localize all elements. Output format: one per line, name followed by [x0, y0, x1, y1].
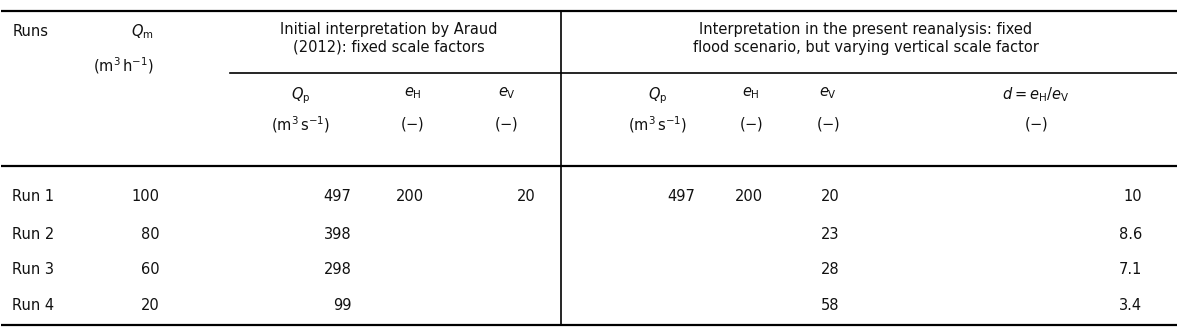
Text: 58: 58 [821, 298, 840, 313]
Text: $e_\mathrm{H}$: $e_\mathrm{H}$ [742, 85, 760, 101]
Text: 8.6: 8.6 [1119, 227, 1141, 242]
Text: Run 4: Run 4 [13, 298, 54, 313]
Text: 497: 497 [324, 189, 351, 204]
Text: $(\mathrm{m}^3\,\mathrm{s}^{-1})$: $(\mathrm{m}^3\,\mathrm{s}^{-1})$ [628, 115, 687, 135]
Text: $(-)$: $(-)$ [740, 115, 763, 133]
Text: Interpretation in the present reanalysis: fixed
flood scenario, but varying vert: Interpretation in the present reanalysis… [693, 22, 1039, 54]
Text: 100: 100 [132, 189, 159, 204]
Text: Run 3: Run 3 [13, 262, 54, 277]
Text: $(-)$: $(-)$ [495, 115, 518, 133]
Text: 200: 200 [396, 189, 424, 204]
Text: $Q_\mathrm{p}$: $Q_\mathrm{p}$ [291, 85, 311, 106]
Text: Run 1: Run 1 [13, 189, 54, 204]
Text: Runs: Runs [13, 24, 48, 39]
Text: 99: 99 [333, 298, 351, 313]
Text: 20: 20 [821, 189, 840, 204]
Text: Initial interpretation by Araud
(2012): fixed scale factors: Initial interpretation by Araud (2012): … [280, 22, 498, 54]
Text: Run 2: Run 2 [13, 227, 54, 242]
Text: $(-)$: $(-)$ [401, 115, 425, 133]
Text: 23: 23 [821, 227, 840, 242]
Text: 200: 200 [735, 189, 763, 204]
Text: 28: 28 [821, 262, 840, 277]
Text: 20: 20 [141, 298, 159, 313]
Text: $e_\mathrm{V}$: $e_\mathrm{V}$ [819, 85, 836, 101]
Text: $e_\mathrm{V}$: $e_\mathrm{V}$ [497, 85, 516, 101]
Text: 298: 298 [324, 262, 351, 277]
Text: $d = e_\mathrm{H}/e_\mathrm{V}$: $d = e_\mathrm{H}/e_\mathrm{V}$ [1002, 85, 1070, 104]
Text: $Q_\mathrm{m}$: $Q_\mathrm{m}$ [131, 22, 153, 41]
Text: 10: 10 [1124, 189, 1141, 204]
Text: 497: 497 [667, 189, 695, 204]
Text: 80: 80 [141, 227, 159, 242]
Text: $Q_\mathrm{p}$: $Q_\mathrm{p}$ [648, 85, 667, 106]
Text: $(-)$: $(-)$ [815, 115, 840, 133]
Text: 398: 398 [324, 227, 351, 242]
Text: $e_\mathrm{H}$: $e_\mathrm{H}$ [404, 85, 422, 101]
Text: 20: 20 [517, 189, 536, 204]
Text: $(\mathrm{m}^3\,\mathrm{h}^{-1})$: $(\mathrm{m}^3\,\mathrm{h}^{-1})$ [93, 55, 153, 76]
Text: $(\mathrm{m}^3\,\mathrm{s}^{-1})$: $(\mathrm{m}^3\,\mathrm{s}^{-1})$ [271, 115, 330, 135]
Text: 3.4: 3.4 [1119, 298, 1141, 313]
Text: 7.1: 7.1 [1119, 262, 1141, 277]
Text: 60: 60 [141, 262, 159, 277]
Text: $(-)$: $(-)$ [1024, 115, 1048, 133]
